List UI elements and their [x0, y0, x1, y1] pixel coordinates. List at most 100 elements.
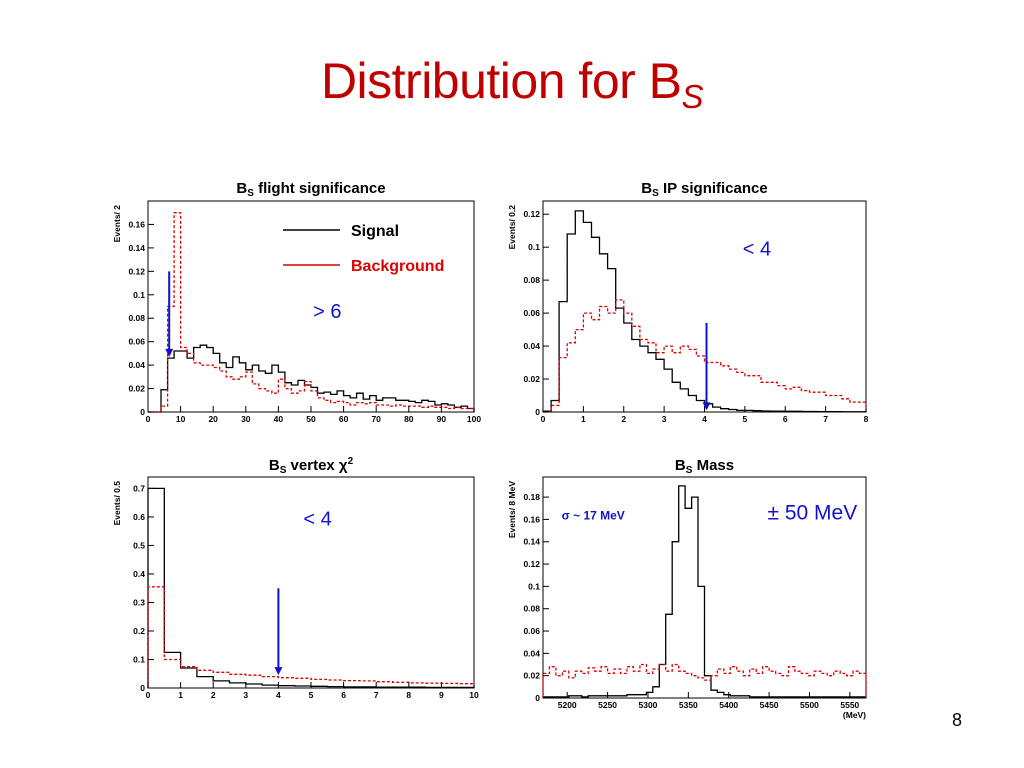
- y-tick-label: 0.08: [523, 604, 540, 614]
- y-tick-label: 0.14: [128, 243, 145, 253]
- x-tick-label: 5500: [800, 700, 819, 710]
- x-tick-label: 50: [306, 414, 316, 424]
- y-tick-label: 0.16: [128, 219, 145, 229]
- series-signal: [148, 344, 475, 413]
- chart-1: BS flight significance 0 10 20 30 40 50 60 70 80 9…: [112, 180, 481, 424]
- slide-title-subscript: S: [681, 78, 704, 115]
- cut-label: < 4: [743, 238, 771, 260]
- x-tick-label: 5200: [558, 700, 577, 710]
- y-axis-label: Events/ 0.2: [507, 205, 517, 250]
- x-tick-label: 2: [211, 690, 216, 700]
- y-axis-label: Events/ 0.5: [112, 481, 122, 526]
- x-tick-label: 0: [541, 414, 546, 424]
- y-tick-label: 0.7: [133, 483, 145, 493]
- y-tick-label: 0.06: [523, 308, 540, 318]
- y-tick-label: 0.16: [523, 514, 540, 524]
- x-tick-label: 6: [783, 414, 788, 424]
- series-background: [147, 586, 475, 688]
- series-background: [542, 663, 867, 698]
- chart-3: BS vertex χ2 0 1 2 3 4 5 6 7 8 9 10 0 0.1 0.2 0.3 0.4 0.5…: [112, 456, 479, 700]
- y-tick-label: 0.1: [528, 581, 540, 591]
- x-tick-label: 6: [341, 690, 346, 700]
- plot-frame: [147, 200, 475, 413]
- x-tick-label: 3: [662, 414, 667, 424]
- x-tick-label: 3: [243, 690, 248, 700]
- x-tick-label: 1: [178, 690, 183, 700]
- cut-arrow-head: [702, 402, 711, 411]
- x-tick-label: 9: [439, 690, 444, 700]
- x-tick-label: 5: [309, 690, 314, 700]
- x-tick-label: 5300: [639, 700, 658, 710]
- x-tick-label: 2: [621, 414, 626, 424]
- y-tick-label: 0.04: [128, 360, 145, 370]
- chart-title: BS flight significance: [236, 180, 385, 199]
- x-tick-label: 1: [581, 414, 586, 424]
- annotation: σ ~ 17 MeV: [562, 508, 625, 522]
- chart-title: BS Mass: [675, 457, 734, 476]
- x-tick-label: 70: [371, 414, 381, 424]
- x-tick-label: 20: [208, 414, 218, 424]
- y-tick-label: 0.18: [523, 492, 540, 502]
- y-tick-label: 0.02: [523, 671, 540, 681]
- y-tick-label: 0.3: [133, 597, 145, 607]
- y-tick-label: 0.12: [128, 266, 145, 276]
- series-background: [543, 299, 867, 413]
- y-tick-label: 0.12: [523, 559, 540, 569]
- x-tick-label: 4: [276, 690, 281, 700]
- x-tick-label: 40: [274, 414, 284, 424]
- y-tick-label: 0.5: [133, 540, 145, 550]
- y-tick-label: 0.1: [133, 654, 145, 664]
- y-tick-label: 0.14: [523, 537, 540, 547]
- legend: Signal Background: [283, 223, 444, 275]
- x-tick-label: 90: [437, 414, 447, 424]
- chart-2: BS IP significance 0 1 2 3 4 5 6 7 8 0 0.02 0.04 0.06…: [507, 180, 869, 424]
- x-tick-label: 8: [406, 690, 411, 700]
- legend-label: Signal: [351, 223, 399, 240]
- legend-label: Background: [351, 258, 444, 275]
- x-tick-label: 5: [743, 414, 748, 424]
- y-tick-label: 0.12: [523, 209, 540, 219]
- x-tick-label: 100: [467, 414, 481, 424]
- chart-4: BS Mass 5200 5250 5300 5350 5400 5450 5500 5550 0…: [507, 457, 867, 720]
- x-tick-label: 5350: [679, 700, 698, 710]
- y-tick-label: 0.6: [133, 512, 145, 522]
- cut-label: > 6: [313, 301, 341, 323]
- cut-arrow-head: [165, 348, 174, 357]
- x-tick-label: 0: [146, 690, 151, 700]
- plot-frame: [542, 476, 867, 699]
- chart-title: BS IP significance: [641, 180, 767, 199]
- page-number: 8: [951, 710, 962, 730]
- x-tick-label: 7: [823, 414, 828, 424]
- y-tick-label: 0.4: [133, 569, 145, 579]
- y-axis-label: Events/ 2: [112, 205, 122, 243]
- y-tick-label: 0: [535, 693, 540, 703]
- y-tick-label: 0.04: [523, 648, 540, 658]
- y-tick-label: 0.02: [523, 374, 540, 384]
- x-tick-label: 8: [864, 414, 869, 424]
- x-tick-label: 7: [374, 690, 379, 700]
- slide-title: Distribution for BS: [0, 52, 1024, 116]
- x-tick-label: 4: [702, 414, 707, 424]
- x-tick-label: 10: [176, 414, 186, 424]
- x-tick-label: 5450: [760, 700, 779, 710]
- y-axis-label: Events/ 8 MeV: [507, 481, 517, 538]
- cut-label: < 4: [303, 508, 331, 530]
- slide-title-main: Distribution for B: [320, 53, 682, 109]
- series-signal: [542, 485, 867, 698]
- cut-arrow-head: [274, 667, 283, 676]
- x-tick-label: 0: [146, 414, 151, 424]
- x-tick-label: 80: [404, 414, 414, 424]
- y-tick-label: 0: [140, 683, 145, 693]
- x-tick-label: 5400: [719, 700, 738, 710]
- y-tick-label: 0: [140, 407, 145, 417]
- y-tick-label: 0.1: [133, 290, 145, 300]
- x-tick-label: 60: [339, 414, 349, 424]
- series-background: [148, 212, 475, 413]
- y-tick-label: 0.02: [128, 384, 145, 394]
- x-tick-label: 5550: [840, 700, 859, 710]
- y-tick-label: 0.08: [128, 313, 145, 323]
- y-tick-label: 0.06: [523, 626, 540, 636]
- x-tick-label: 30: [241, 414, 251, 424]
- y-tick-label: 0: [535, 407, 540, 417]
